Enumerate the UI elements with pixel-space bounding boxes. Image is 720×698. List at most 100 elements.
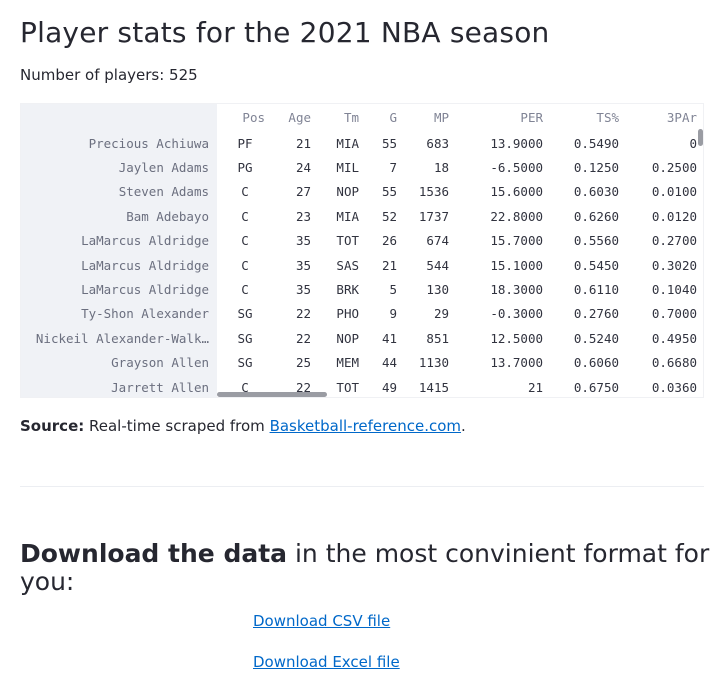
row-index-player[interactable]: Grayson Allen xyxy=(21,350,217,375)
table-cell[interactable]: 13.7000 xyxy=(490,355,543,371)
table-cell[interactable]: 0.2500 xyxy=(651,160,697,176)
table-cell[interactable]: 21 xyxy=(381,257,397,273)
table-cell[interactable]: 27 xyxy=(295,184,311,200)
vertical-scrollbar[interactable] xyxy=(698,129,703,146)
table-cell[interactable]: 1130 xyxy=(418,355,449,371)
table-cell[interactable]: 12.5000 xyxy=(490,330,543,346)
table-cell[interactable]: 0.0100 xyxy=(651,184,697,200)
table-cell[interactable]: 41 xyxy=(381,330,397,346)
table-cell[interactable]: 0.6030 xyxy=(573,184,619,200)
table-cell[interactable]: 21 xyxy=(295,135,311,151)
table-cell[interactable]: 49 xyxy=(381,379,397,395)
table-cell[interactable]: 5 xyxy=(389,282,397,298)
table-cell[interactable]: C xyxy=(241,233,249,249)
table-cell[interactable]: 9 xyxy=(389,306,397,322)
table-cell[interactable]: C xyxy=(241,208,249,224)
table-cell[interactable]: 0.5450 xyxy=(573,257,619,273)
source-link[interactable]: Basketball-reference.com xyxy=(269,417,462,435)
table-cell[interactable]: 55 xyxy=(381,184,397,200)
table-cell[interactable]: 0.1040 xyxy=(651,282,697,298)
table-cell[interactable]: -0.3000 xyxy=(490,306,543,322)
table-cell[interactable]: 0.6060 xyxy=(573,355,619,371)
table-cell[interactable]: 0.0120 xyxy=(651,208,697,224)
table-cell[interactable]: 0.1250 xyxy=(573,160,619,176)
horizontal-scrollbar[interactable] xyxy=(217,392,327,397)
table-cell[interactable]: 0.5560 xyxy=(573,233,619,249)
table-cell[interactable]: MEM xyxy=(336,355,359,371)
stats-table-container[interactable]: Pos Age Tm G MP PER TS% 3PAr Precious Achiuwa PF… xyxy=(20,103,704,398)
table-cell[interactable]: 1737 xyxy=(418,208,449,224)
row-index-player[interactable]: Bam Adebayo xyxy=(21,204,217,229)
table-cell[interactable]: PHO xyxy=(336,306,359,322)
row-index-player[interactable]: Precious Achiuwa xyxy=(21,131,217,156)
table-cell[interactable]: 24 xyxy=(295,160,311,176)
table-cell[interactable]: 23 xyxy=(295,208,311,224)
table-cell[interactable]: 130 xyxy=(426,282,449,298)
table-cell[interactable]: 683 xyxy=(426,135,449,151)
table-cell[interactable]: C xyxy=(241,282,249,298)
column-header[interactable]: Pos xyxy=(242,110,265,125)
table-cell[interactable]: NOP xyxy=(336,184,359,200)
table-cell[interactable]: 0.2700 xyxy=(651,233,697,249)
table-cell[interactable]: 0.3020 xyxy=(651,257,697,273)
column-header[interactable]: Tm xyxy=(343,110,359,125)
table-cell[interactable]: SG xyxy=(237,306,253,322)
table-cell[interactable]: 18.3000 xyxy=(490,282,543,298)
table-cell[interactable]: 0.4950 xyxy=(651,330,697,346)
table-cell[interactable]: MIL xyxy=(336,160,359,176)
table-cell[interactable]: C xyxy=(241,257,249,273)
download-csv-link[interactable]: Download CSV file xyxy=(253,612,391,630)
table-cell[interactable]: PG xyxy=(237,160,253,176)
row-index-player[interactable]: LaMarcus Aldridge xyxy=(21,252,217,278)
table-cell[interactable]: 0.0360 xyxy=(651,379,697,395)
column-header[interactable]: Age xyxy=(288,110,311,125)
table-cell[interactable]: 7 xyxy=(389,160,397,176)
table-cell[interactable]: 0.5490 xyxy=(573,135,619,151)
table-cell[interactable]: 544 xyxy=(426,257,449,273)
row-index-player[interactable]: Steven Adams xyxy=(21,179,217,205)
table-cell[interactable]: BRK xyxy=(336,282,359,298)
table-cell[interactable]: 35 xyxy=(295,257,311,273)
table-cell[interactable]: 0.6750 xyxy=(573,379,619,395)
table-cell[interactable]: TOT xyxy=(336,233,359,249)
table-cell[interactable]: 35 xyxy=(295,233,311,249)
table-cell[interactable]: 29 xyxy=(433,306,449,322)
column-header[interactable]: MP xyxy=(433,110,449,125)
index-header[interactable] xyxy=(21,104,217,131)
table-cell[interactable]: C xyxy=(241,184,249,200)
table-cell[interactable]: 22 xyxy=(295,306,311,322)
table-cell[interactable]: 0.6260 xyxy=(573,208,619,224)
table-cell[interactable]: MIA xyxy=(336,135,359,151)
table-cell[interactable]: 15.1000 xyxy=(490,257,543,273)
table-cell[interactable]: NOP xyxy=(336,330,359,346)
table-cell[interactable]: 25 xyxy=(295,355,311,371)
row-index-player[interactable]: LaMarcus Aldridge xyxy=(21,228,217,253)
column-header[interactable]: 3PAr xyxy=(666,110,697,125)
table-cell[interactable]: 1415 xyxy=(418,379,449,395)
table-cell[interactable]: 55 xyxy=(381,135,397,151)
table-cell[interactable]: SG xyxy=(237,330,253,346)
table-cell[interactable]: -6.5000 xyxy=(490,160,543,176)
table-cell[interactable]: 22.8000 xyxy=(490,208,543,224)
table-cell[interactable]: 674 xyxy=(426,233,449,249)
table-cell[interactable]: 21 xyxy=(527,379,543,395)
column-header[interactable]: TS% xyxy=(596,110,619,125)
table-cell[interactable]: PF xyxy=(237,135,253,151)
table-cell[interactable]: 0.5240 xyxy=(573,330,619,346)
table-cell[interactable]: SAS xyxy=(336,257,359,273)
row-index-player[interactable]: LaMarcus Aldridge xyxy=(21,277,217,302)
table-cell[interactable]: 44 xyxy=(381,355,397,371)
table-cell[interactable]: MIA xyxy=(336,208,359,224)
table-cell[interactable]: 22 xyxy=(295,330,311,346)
row-index-player[interactable]: Nickeil Alexander-Walk… xyxy=(21,326,217,351)
table-cell[interactable]: 13.9000 xyxy=(490,135,543,151)
table-cell[interactable]: SG xyxy=(237,355,253,371)
column-header[interactable]: PER xyxy=(520,110,543,125)
table-cell[interactable]: 0.2760 xyxy=(573,306,619,322)
table-cell[interactable]: 851 xyxy=(426,330,449,346)
table-cell[interactable]: 52 xyxy=(381,208,397,224)
table-cell[interactable]: 35 xyxy=(295,282,311,298)
table-cell[interactable]: 0 xyxy=(689,135,697,151)
table-cell[interactable]: 15.6000 xyxy=(490,184,543,200)
table-cell[interactable]: 15.7000 xyxy=(490,233,543,249)
